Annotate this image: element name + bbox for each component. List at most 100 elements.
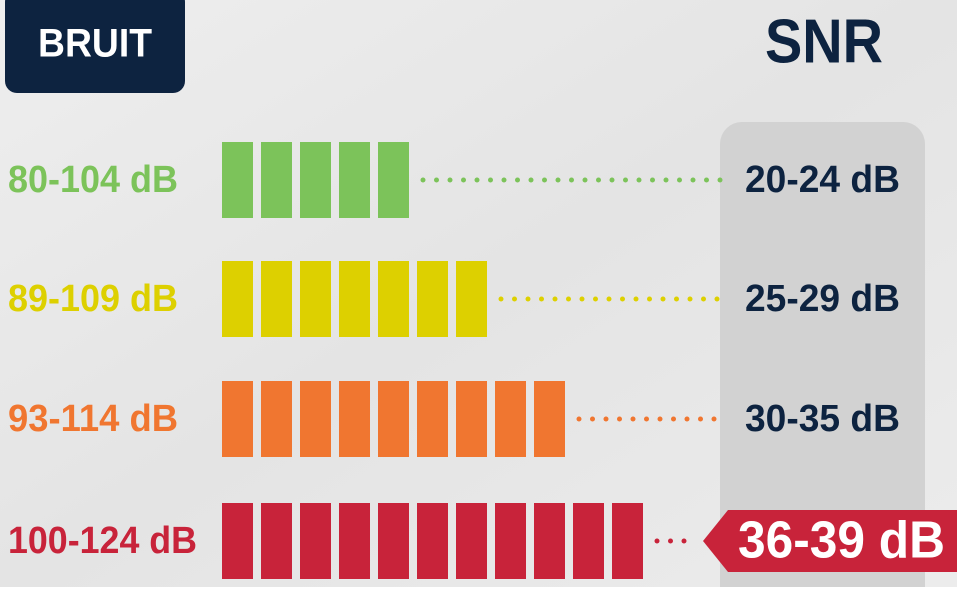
dot bbox=[566, 296, 571, 302]
dot bbox=[650, 177, 655, 183]
dot bbox=[690, 177, 696, 183]
dot bbox=[671, 416, 676, 422]
dot bbox=[590, 416, 595, 422]
dot bbox=[660, 296, 666, 302]
noise-title: BRUIT bbox=[38, 22, 152, 66]
snr-title: SNR bbox=[765, 7, 883, 76]
level-segment bbox=[417, 503, 448, 579]
level-segment bbox=[495, 503, 526, 579]
dot bbox=[701, 296, 706, 302]
dot bbox=[609, 177, 615, 183]
level-segment bbox=[222, 142, 253, 218]
level-segment bbox=[222, 261, 253, 337]
dot bbox=[647, 296, 652, 302]
dot bbox=[644, 416, 649, 422]
dot bbox=[498, 296, 504, 302]
level-segment bbox=[339, 261, 370, 337]
level-segment bbox=[456, 261, 487, 337]
dot bbox=[552, 296, 558, 302]
dot bbox=[654, 538, 660, 544]
dot bbox=[596, 177, 601, 183]
level-segment bbox=[261, 261, 292, 337]
noise-title-box bbox=[5, 0, 185, 93]
dot bbox=[657, 416, 663, 422]
level-segment bbox=[300, 261, 331, 337]
dot bbox=[420, 177, 426, 183]
level-segment bbox=[261, 381, 292, 457]
dot bbox=[687, 296, 693, 302]
level-segment bbox=[456, 503, 487, 579]
dot bbox=[539, 296, 544, 302]
level-segment bbox=[300, 503, 331, 579]
level-segment bbox=[456, 381, 487, 457]
level-segment bbox=[222, 503, 253, 579]
level-segment bbox=[612, 503, 643, 579]
dot bbox=[434, 177, 439, 183]
noise-label: 100-124 dB bbox=[8, 520, 197, 562]
dot bbox=[474, 177, 480, 183]
dot bbox=[663, 177, 669, 183]
level-segment bbox=[222, 381, 253, 457]
dot bbox=[528, 177, 534, 183]
dot bbox=[488, 177, 493, 183]
level-segment bbox=[378, 142, 409, 218]
dot bbox=[684, 416, 690, 422]
level-segment bbox=[378, 503, 409, 579]
noise-label: 89-109 dB bbox=[8, 278, 178, 320]
level-segment bbox=[339, 381, 370, 457]
snr-label: 36-39 dB bbox=[738, 512, 945, 570]
dot bbox=[717, 177, 723, 183]
level-segment bbox=[534, 503, 565, 579]
level-segment bbox=[339, 503, 370, 579]
dot bbox=[525, 296, 531, 302]
snr-column bbox=[720, 122, 925, 592]
dot bbox=[512, 296, 517, 302]
dot bbox=[677, 177, 682, 183]
dot bbox=[668, 538, 673, 544]
level-segment bbox=[261, 503, 292, 579]
dot bbox=[501, 177, 507, 183]
level-segment bbox=[573, 503, 604, 579]
dot bbox=[579, 296, 585, 302]
dot bbox=[704, 177, 709, 183]
dot bbox=[698, 416, 703, 422]
dot bbox=[447, 177, 453, 183]
snr-label: 30-35 dB bbox=[745, 398, 900, 440]
dot bbox=[606, 296, 612, 302]
level-segment bbox=[378, 261, 409, 337]
dot bbox=[620, 296, 625, 302]
dot bbox=[681, 538, 687, 544]
dot bbox=[593, 296, 598, 302]
snr-label: 25-29 dB bbox=[745, 278, 900, 320]
level-segment bbox=[534, 381, 565, 457]
dot bbox=[714, 296, 720, 302]
noise-label: 80-104 dB bbox=[8, 159, 178, 201]
level-segment bbox=[417, 381, 448, 457]
dot bbox=[711, 416, 717, 422]
snr-tag bbox=[703, 510, 957, 572]
dot bbox=[617, 416, 622, 422]
level-segment bbox=[300, 142, 331, 218]
dot bbox=[582, 177, 588, 183]
snr-label: 20-24 dB bbox=[745, 159, 900, 201]
noise-label: 93-114 dB bbox=[8, 398, 178, 440]
dot bbox=[633, 296, 639, 302]
dot bbox=[603, 416, 609, 422]
dot bbox=[569, 177, 574, 183]
dot bbox=[636, 177, 642, 183]
dot bbox=[674, 296, 679, 302]
level-segment bbox=[261, 142, 292, 218]
dot bbox=[555, 177, 561, 183]
dot bbox=[542, 177, 547, 183]
level-segment bbox=[378, 381, 409, 457]
level-segment bbox=[300, 381, 331, 457]
level-segment bbox=[339, 142, 370, 218]
dot bbox=[515, 177, 520, 183]
dot bbox=[623, 177, 628, 183]
level-segment bbox=[495, 381, 526, 457]
dot bbox=[461, 177, 466, 183]
dot bbox=[576, 416, 582, 422]
dot bbox=[630, 416, 636, 422]
